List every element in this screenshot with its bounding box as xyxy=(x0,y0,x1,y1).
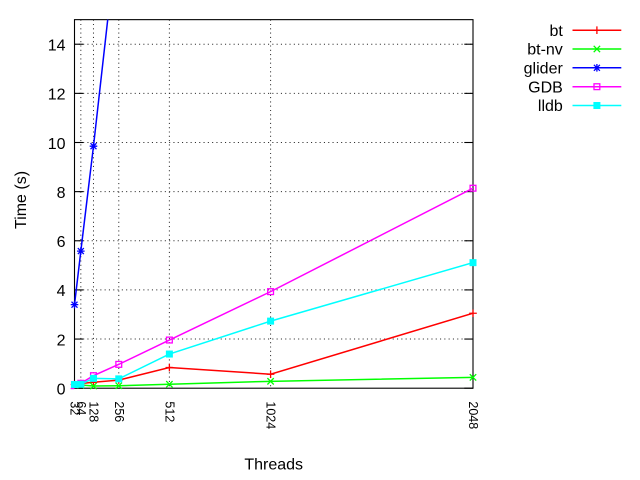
svg-text:bt-nv: bt-nv xyxy=(527,42,563,59)
svg-text:4: 4 xyxy=(57,283,66,300)
svg-text:Threads: Threads xyxy=(244,457,303,474)
svg-text:64: 64 xyxy=(74,401,88,415)
svg-text:Time (s): Time (s) xyxy=(13,171,30,229)
svg-text:2: 2 xyxy=(57,332,66,349)
svg-text:12: 12 xyxy=(48,87,66,104)
svg-text:lldb: lldb xyxy=(538,98,563,115)
svg-text:0: 0 xyxy=(57,382,66,399)
svg-text:128: 128 xyxy=(86,401,100,422)
svg-text:8: 8 xyxy=(57,185,66,202)
svg-text:512: 512 xyxy=(162,401,176,422)
svg-text:14: 14 xyxy=(48,38,66,55)
svg-text:GDB: GDB xyxy=(528,79,563,96)
svg-text:bt: bt xyxy=(549,23,563,40)
svg-text:256: 256 xyxy=(112,401,126,422)
svg-text:6: 6 xyxy=(57,234,66,251)
svg-text:1024: 1024 xyxy=(264,401,278,429)
svg-text:2048: 2048 xyxy=(466,401,480,429)
svg-text:32: 32 xyxy=(68,401,82,415)
svg-text:10: 10 xyxy=(48,136,66,153)
svg-text:glider: glider xyxy=(524,61,564,78)
